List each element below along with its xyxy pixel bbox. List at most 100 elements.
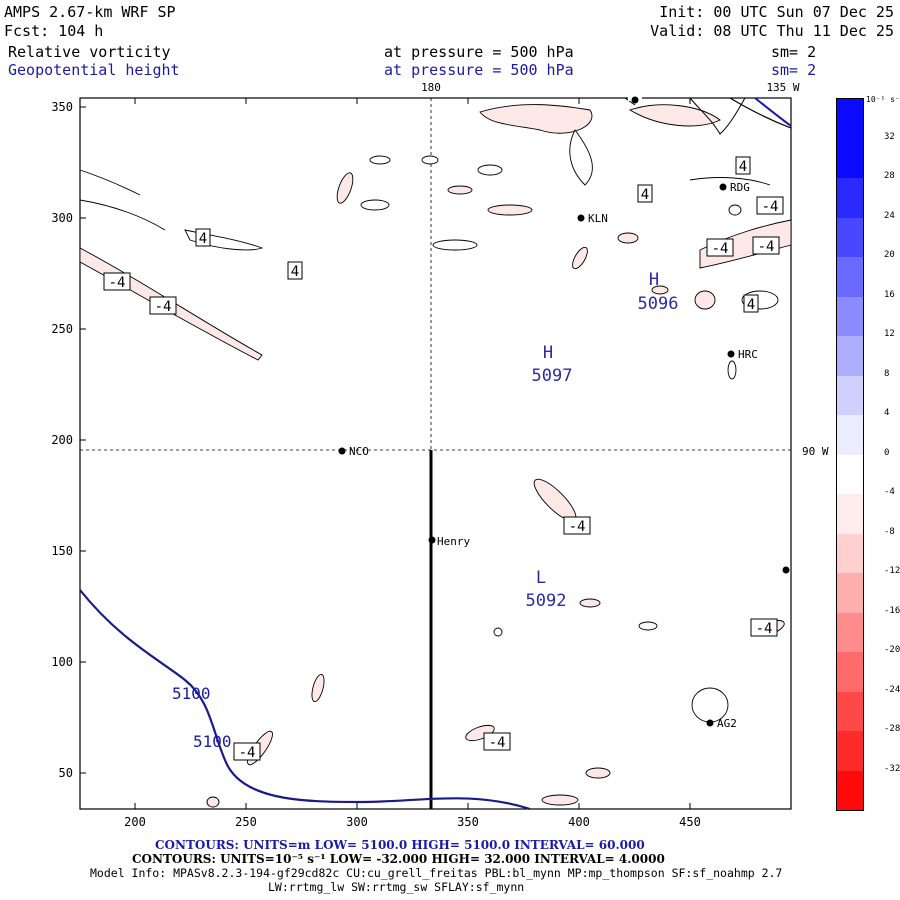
colorbar-label: -24 [884, 684, 900, 695]
svg-text:-4: -4 [489, 735, 506, 751]
vorticity-label: -4 [706, 238, 734, 257]
colorbar-cell [837, 138, 863, 178]
pressure-centers: H 5096 H 5097 L 5092 [526, 270, 679, 611]
colorbar-cell [837, 691, 863, 731]
station-marker [782, 566, 790, 574]
vorticity-label: 4 [195, 228, 211, 247]
field2-pressure: at pressure = 500 hPa [384, 61, 574, 79]
y-tick-label: 300 [51, 211, 73, 225]
svg-text:-4: -4 [712, 241, 729, 257]
colorbar-cell [837, 415, 863, 455]
model-info: Model Info: MPASv8.2.3-194-gf29cd82c CU:… [90, 866, 783, 880]
svg-text:-4: -4 [756, 621, 773, 637]
stations: RDG KLN HRC NCO Henry AG2 [338, 96, 790, 730]
height-contour-label: 5100 [172, 684, 211, 703]
high-marker: H [543, 343, 553, 363]
x-tick-label: 400 [568, 815, 590, 829]
colorbar-label: 12 [884, 329, 895, 339]
field1-pressure: at pressure = 500 hPa [384, 43, 574, 61]
colorbar-cell [837, 296, 863, 336]
colorbar-unit: 10⁻⁵ s⁻¹ [866, 95, 900, 104]
svg-text:NCO: NCO [349, 445, 369, 458]
colorbar-label: -8 [884, 526, 895, 537]
svg-text:4: 4 [641, 187, 649, 203]
colorbar [836, 98, 864, 811]
colorbar-label: 28 [884, 171, 895, 181]
colorbar-label: -28 [884, 724, 900, 734]
lon-label-135w: 135 W [766, 81, 799, 94]
map-frame [79, 97, 792, 810]
model-physics: LW:rrtmg_lw SW:rrtmg_sw SFLAY:sf_mynn [268, 880, 525, 894]
svg-text:-4: -4 [569, 519, 586, 535]
colorbar-cell [837, 217, 863, 257]
colorbar-label: -32 [884, 763, 900, 774]
colorbar-cell [837, 573, 863, 613]
x-tick-label: 350 [457, 815, 479, 829]
high-value: 5096 [638, 294, 679, 314]
colorbar-cell [837, 652, 863, 692]
colorbar-label: 8 [884, 368, 890, 379]
vorticity-label: -4 [750, 618, 778, 637]
vorticity-labels: 4 4 4 4 4 -4 -4 -4 -4 -4 -4 -4 -4 -4 4 [103, 95, 784, 761]
svg-text:HRC: HRC [738, 348, 758, 361]
colorbar-label: 4 [884, 408, 890, 418]
svg-text:RDG: RDG [730, 181, 750, 194]
x-tick-label: 300 [346, 815, 368, 829]
x-tick-label: 250 [235, 815, 257, 829]
x-axis: 200 250 300 350 400 450 [124, 98, 701, 829]
svg-text:4: 4 [747, 297, 755, 313]
station-henry: Henry [428, 535, 470, 548]
colorbar-cell [837, 336, 863, 376]
vorticity-label: -4 [233, 742, 261, 761]
colorbar-label: 32 [884, 131, 895, 142]
valid-time: Valid: 08 UTC Thu 11 Dec 25 [650, 22, 894, 40]
high-marker: H [649, 270, 659, 290]
svg-text:KLN: KLN [588, 212, 608, 225]
svg-text:-4: -4 [155, 299, 172, 315]
height-contour-label: 5100 [193, 732, 232, 751]
x-tick-label: 450 [679, 815, 701, 829]
y-axis: 350 300 250 200 150 100 50 [51, 100, 86, 780]
y-tick-label: 250 [51, 322, 73, 336]
vorticity-label: 4 [735, 156, 751, 175]
vorticity-label: 4 [743, 294, 759, 313]
low-value: 5092 [526, 591, 567, 611]
colorbar-labels: 32 28 24 20 16 12 8 4 0 -4 -8 -12 -16 -20 -24 -28 -32 [866, 98, 900, 809]
field1-name: Relative vorticity [8, 43, 171, 61]
svg-text:-4: -4 [758, 239, 775, 255]
y-tick-label: 50 [59, 766, 73, 780]
station-rdg: RDG [719, 181, 750, 194]
y-tick-label: 200 [51, 433, 73, 447]
init-time: Init: 00 UTC Sun 07 Dec 25 [659, 3, 894, 21]
forecast-hour: Fcst: 104 h [4, 22, 104, 40]
lon-label-180: 180 [421, 81, 441, 94]
colorbar-label: 20 [884, 250, 895, 260]
colorbar-label: -4 [884, 487, 895, 497]
vorticity-label: 4 [287, 261, 303, 280]
vorticity-label: -4 [563, 516, 591, 535]
station-kln: KLN [577, 212, 608, 225]
colorbar-label: -20 [884, 645, 900, 655]
station-nco: NCO [338, 445, 369, 458]
vorticity-label: -4 [756, 196, 784, 215]
vorticity-label: -4 [752, 236, 780, 255]
contour-info-vorticity: CONTOURS: UNITS=10⁻⁵ s⁻¹ LOW= -32.000 HI… [132, 852, 665, 866]
svg-text:Henry: Henry [437, 535, 470, 548]
y-tick-label: 100 [51, 655, 73, 669]
field2-smoothing: sm= 2 [771, 61, 817, 79]
vorticity-label: -4 [103, 272, 131, 291]
vorticity-label: -4 [483, 732, 511, 751]
colorbar-cell [837, 454, 863, 494]
low-marker: L [536, 568, 546, 588]
colorbar-label: 0 [884, 447, 890, 458]
colorbar-label: 24 [884, 210, 895, 221]
colorbar-cell [837, 731, 863, 771]
colorbar-label: 16 [884, 289, 895, 300]
svg-text:-4: -4 [762, 199, 779, 215]
station-marker [631, 96, 639, 104]
colorbar-cell [837, 375, 863, 415]
model-title: AMPS 2.67-km WRF SP [4, 3, 176, 21]
colorbar-cell [837, 257, 863, 297]
svg-text:4: 4 [739, 159, 747, 175]
